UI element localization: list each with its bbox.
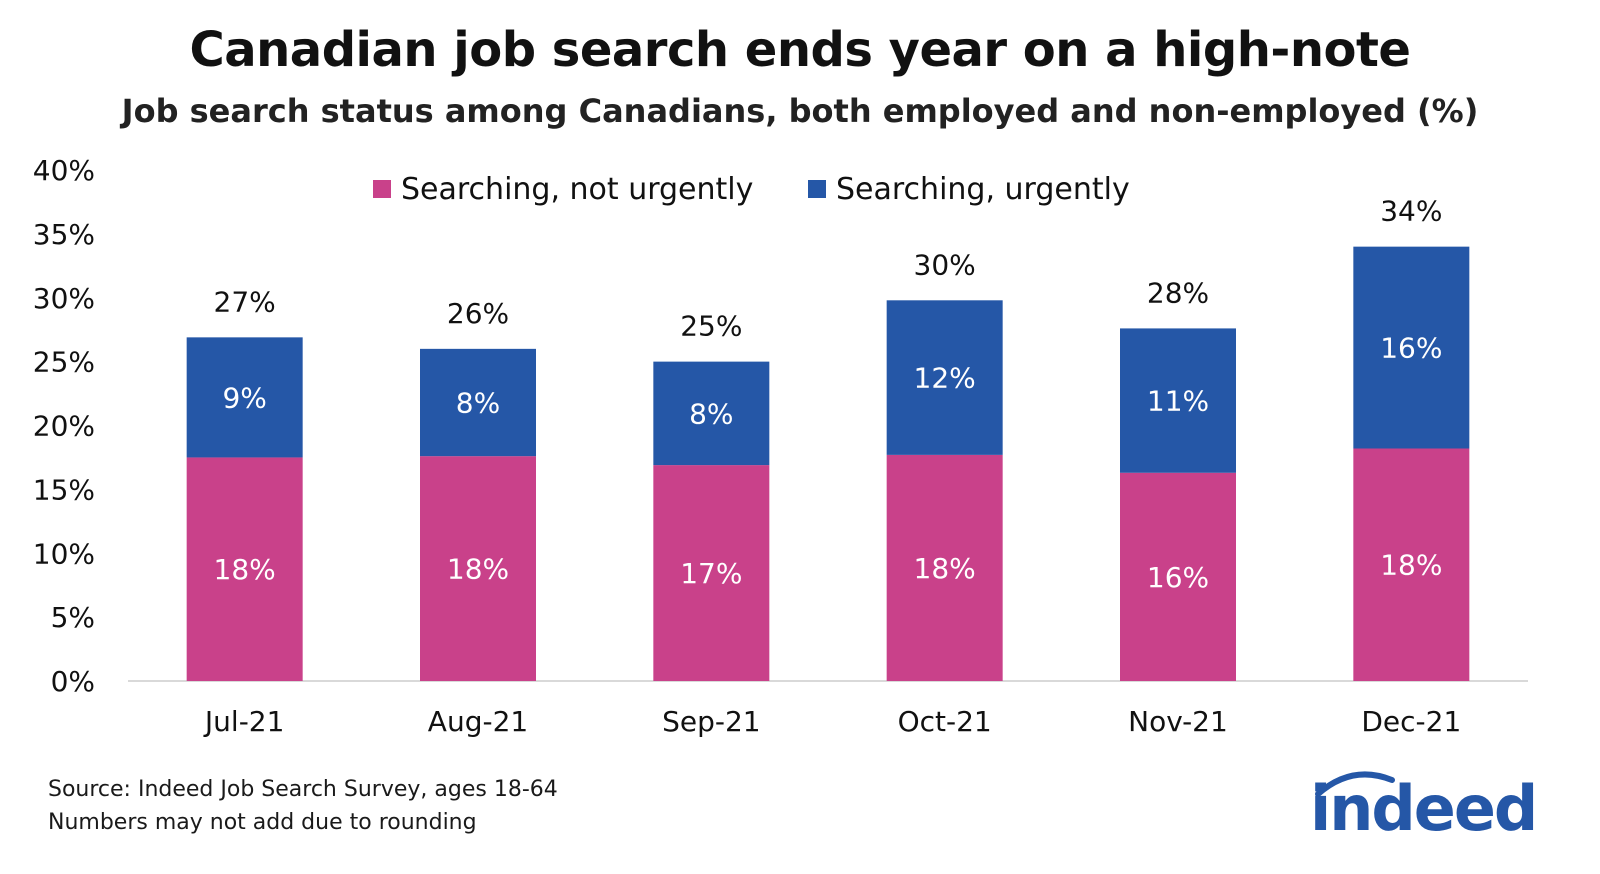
bar-total-label: 26%	[447, 297, 509, 330]
bar-data-label: 18%	[914, 552, 976, 585]
x-tick-label: Sep-21	[662, 705, 761, 738]
bar-segment-not-urgent	[886, 454, 1003, 681]
bar-segment-urgent	[1120, 328, 1236, 473]
y-tick-label: 25%	[33, 346, 95, 379]
legend-label-not-urgent: Searching, not urgently	[401, 172, 753, 207]
x-tick-label: Jul-21	[203, 705, 285, 738]
bar-data-label: 11%	[1147, 385, 1209, 418]
x-tick-label: Nov-21	[1128, 705, 1228, 738]
indeed-logo: indeed	[1310, 768, 1540, 848]
bar-data-label: 17%	[680, 557, 742, 590]
bar-data-label: 18%	[447, 553, 509, 586]
chart-subtitle: Job search status among Canadians, both …	[121, 92, 1479, 130]
bar-segment-urgent	[420, 348, 536, 457]
y-tick-label: 0%	[51, 665, 95, 698]
bar-data-label: 12%	[914, 362, 976, 395]
bar-data-label: 18%	[214, 553, 276, 586]
x-tick-label: Aug-21	[428, 705, 528, 738]
legend-label-urgent: Searching, urgently	[836, 172, 1130, 207]
x-tick-label: Oct-21	[898, 705, 992, 738]
bar-total-label: 30%	[914, 248, 976, 281]
y-tick-label: 20%	[33, 410, 95, 443]
bar-total-label: 28%	[1147, 276, 1209, 309]
bar-segment-urgent	[186, 337, 303, 458]
indeed-logo-arc-icon	[1315, 771, 1395, 797]
bar-data-label: 8%	[689, 397, 733, 430]
chart-title: Canadian job search ends year on a high-…	[189, 22, 1411, 78]
rounding-note: Numbers may not add due to rounding	[48, 810, 477, 835]
legend-swatch-urgent	[808, 180, 826, 198]
bar-segment-not-urgent	[1120, 472, 1236, 681]
x-tick-label: Dec-21	[1361, 705, 1461, 738]
bar-data-label: 16%	[1147, 561, 1209, 594]
bar-total-label: 25%	[680, 310, 742, 343]
bar-segment-not-urgent	[653, 465, 770, 681]
indeed-logo-text: indeed	[1310, 772, 1538, 845]
bar-data-label: 18%	[1380, 549, 1442, 582]
bar-segment-not-urgent	[420, 456, 536, 681]
bar-segment-not-urgent	[1353, 448, 1470, 681]
bar-total-label: 34%	[1380, 195, 1442, 228]
stacked-bar-chart: 0% 5% 10% 15% 20% 25% 30% 35% 40% 18% 9% 27% Jul-21 1…	[33, 154, 1528, 738]
bar-segment-urgent	[886, 300, 1003, 455]
bar-segment-not-urgent	[186, 457, 303, 681]
y-tick-label: 30%	[33, 282, 95, 315]
bar-segment-urgent	[653, 361, 770, 466]
y-tick-label: 40%	[33, 154, 95, 187]
bar-total-label: 27%	[214, 285, 276, 318]
legend-swatch-not-urgent	[373, 180, 391, 198]
y-tick-label: 35%	[33, 218, 95, 251]
bar-segment-urgent	[1353, 246, 1470, 449]
y-tick-label: 10%	[33, 537, 95, 570]
y-tick-label: 15%	[33, 473, 95, 506]
y-tick-label: 5%	[51, 601, 95, 634]
bar-data-label: 9%	[222, 381, 266, 414]
bar-data-label: 16%	[1380, 332, 1442, 365]
bar-data-label: 8%	[456, 387, 500, 420]
source-note: Source: Indeed Job Search Survey, ages 1…	[48, 777, 558, 802]
